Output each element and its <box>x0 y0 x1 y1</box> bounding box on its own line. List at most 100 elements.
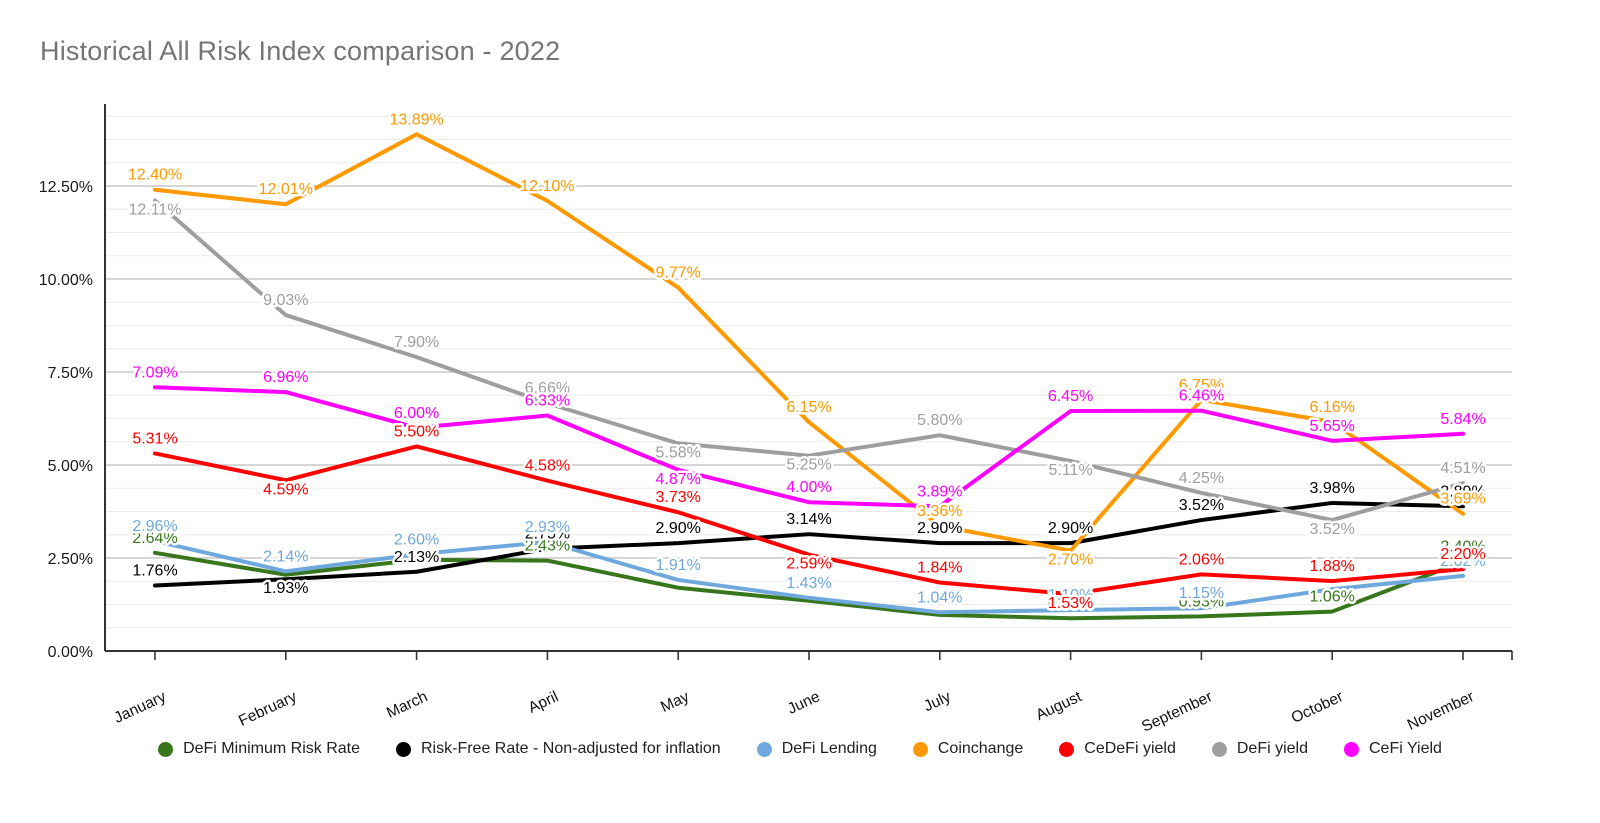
legend-item-cefi-yield: CeFi Yield <box>1344 740 1442 758</box>
legend-item-cedefi-yield: CeDeFi yield <box>1059 740 1176 758</box>
data-label: 2.90% <box>656 520 701 537</box>
data-label: 12.40% <box>128 167 182 184</box>
data-label: 3.73% <box>656 489 701 506</box>
data-label: 2.02% <box>1440 553 1485 570</box>
data-label: 12.10% <box>520 178 574 195</box>
data-label: 1.93% <box>263 580 308 597</box>
data-label: 6.46% <box>1179 388 1224 405</box>
x-axis-month-label: October <box>1289 688 1346 727</box>
data-label: 3.52% <box>1179 497 1224 514</box>
chart-legend: DeFi Minimum Risk Rate Risk-Free Rate - N… <box>0 740 1600 758</box>
data-label: 12.11% <box>128 202 181 219</box>
legend-color-dot <box>756 741 772 757</box>
data-label: 0.93% <box>1179 593 1224 610</box>
legend-label: DeFi Minimum Risk Rate <box>183 740 360 757</box>
series-line-cefi-yield <box>153 385 1465 509</box>
data-label: 3.89% <box>917 483 962 500</box>
data-label: 5.84% <box>1440 411 1485 428</box>
data-label: 12.01% <box>259 181 313 198</box>
data-label: 13.89% <box>389 111 443 128</box>
legend-label: Coinchange <box>937 740 1024 757</box>
data-label: 4.25% <box>1179 470 1224 487</box>
data-label: 9.77% <box>656 265 701 282</box>
data-label: 5.65% <box>1310 418 1355 435</box>
legend-label: Risk-Free Rate - Non-adjusted for inflat… <box>421 740 721 757</box>
data-label: 1.88% <box>1310 558 1355 575</box>
data-label: 5.50% <box>394 423 439 440</box>
data-label: 6.00% <box>394 405 439 422</box>
data-label: 4.59% <box>263 481 308 498</box>
y-axis-tick-label: 2.50% <box>48 551 93 568</box>
data-label: 2.59% <box>786 556 831 573</box>
data-label: 3.36% <box>917 503 962 520</box>
data-label: 6.33% <box>525 393 570 410</box>
data-label: 2.20% <box>1440 546 1485 563</box>
legend-label: CeDeFi yield <box>1084 740 1176 757</box>
data-label: 1.10% <box>1048 587 1093 604</box>
data-label: 2.40% <box>1440 539 1485 556</box>
chart-title: Historical All Risk Index comparison - 2… <box>40 36 561 66</box>
series-line-coinchange <box>153 132 1465 553</box>
y-axis-tick-label: 0.00% <box>48 644 93 661</box>
data-label: 1.76% <box>132 563 177 580</box>
series-line-cedefi-yield <box>153 444 1465 597</box>
legend-color-dot <box>1059 741 1075 757</box>
legend-item-defi-yield: DeFi yield <box>1211 740 1308 758</box>
series-line-defi-minimum-risk-rate <box>153 550 1465 621</box>
data-label: 1.43% <box>786 575 831 592</box>
y-axis-tick-label: 10.00% <box>39 272 93 289</box>
data-label: 4.51% <box>1440 460 1485 477</box>
data-label: 7.09% <box>132 364 177 381</box>
data-label: 2.70% <box>1048 552 1093 569</box>
legend-item-defi-lending: DeFi Lending <box>756 740 877 758</box>
series-line-defi-yield <box>153 198 1465 523</box>
data-label: 3.69% <box>1440 491 1485 508</box>
x-axis-month-label: February <box>236 688 300 730</box>
legend-color-dot <box>396 741 411 757</box>
data-label: 2.13% <box>394 549 439 566</box>
x-axis-month-label: July <box>921 688 953 715</box>
data-label: 2.90% <box>917 520 962 537</box>
x-axis-month-label: March <box>384 688 430 722</box>
data-label: 6.96% <box>263 369 308 386</box>
data-label: 2.75% <box>525 526 570 543</box>
legend-label: CeFi Yield <box>1369 740 1442 757</box>
x-axis-month-label: June <box>785 688 823 718</box>
data-label: 3.89% <box>1440 483 1485 500</box>
legend-item-defi-minimum-risk-rate: DeFi Minimum Risk Rate <box>158 740 360 758</box>
x-axis-month-label: August <box>1033 688 1085 724</box>
x-axis-month-label: April <box>526 688 561 717</box>
series-line-risk-free-rate-non-adjusted-for-inflation <box>153 500 1465 588</box>
data-label: 1.84% <box>917 560 962 577</box>
y-axis-tick-label: 12.50% <box>39 179 93 196</box>
x-axis-month-label: September <box>1139 688 1215 735</box>
y-axis-tick-label: 7.50% <box>48 365 93 382</box>
data-label: 3.52% <box>1310 521 1355 538</box>
data-label: 5.11% <box>1049 462 1093 479</box>
data-label: 5.80% <box>917 412 962 429</box>
legend-color-dot <box>1211 741 1227 757</box>
x-axis-month-label: January <box>112 688 169 727</box>
data-label: 1.06% <box>1310 589 1355 606</box>
legend-label: DeFi yield <box>1236 740 1308 757</box>
data-label: 4.87% <box>656 471 701 488</box>
data-label: 5.58% <box>656 444 701 461</box>
data-label: 2.96% <box>132 518 177 535</box>
legend-color-dot <box>1344 741 1359 757</box>
x-axis-month-label: November <box>1405 688 1477 734</box>
series-line-defi-lending <box>153 538 1465 615</box>
data-label: 6.15% <box>786 399 831 416</box>
data-label: 1.15% <box>1179 585 1224 602</box>
data-label: 3.14% <box>786 511 831 528</box>
data-label: 7.90% <box>394 334 439 351</box>
data-label: 6.75% <box>1179 377 1224 394</box>
data-label: 4.00% <box>786 479 831 496</box>
data-label: 0.88% <box>1048 595 1093 612</box>
data-label: 5.31% <box>132 430 177 447</box>
data-label: 5.25% <box>786 457 831 474</box>
data-label: 2.90% <box>1048 520 1093 537</box>
data-label: 2.06% <box>1179 551 1224 568</box>
legend-color-dot <box>912 741 928 757</box>
